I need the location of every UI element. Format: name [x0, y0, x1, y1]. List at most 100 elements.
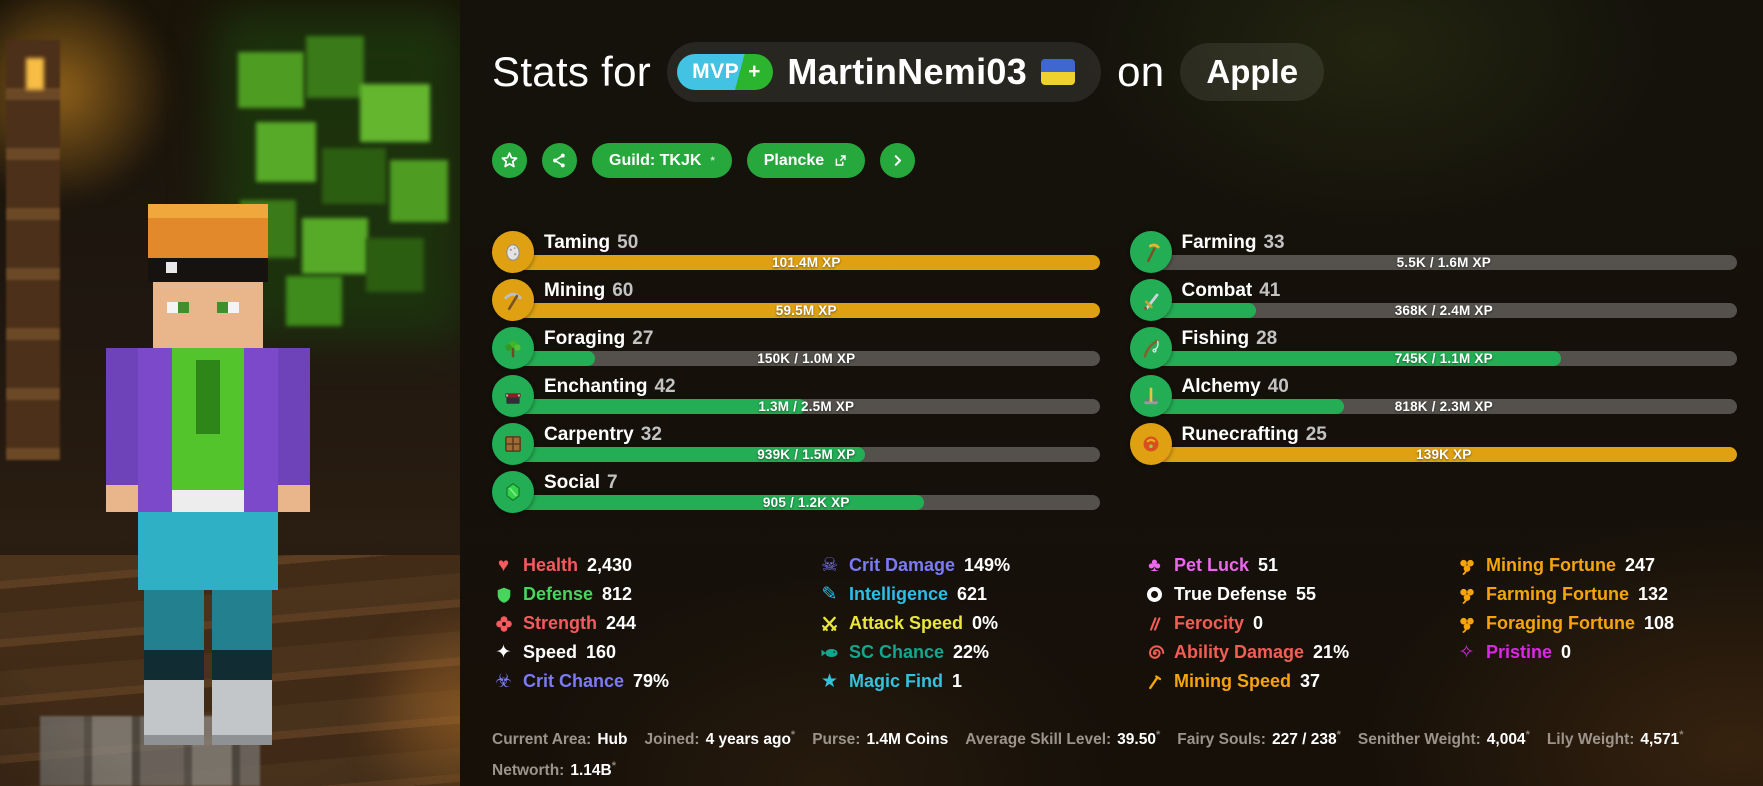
skill-xp-bar: 150K / 1.0M XP — [513, 351, 1100, 366]
stat-label: Health — [523, 555, 579, 575]
skill-row-social[interactable]: Social 7 905 / 1.2K XP — [492, 470, 1100, 513]
stat-label: Intelligence — [849, 584, 949, 604]
title-prefix: Stats for — [492, 48, 652, 95]
pet-luck-icon: ♣ — [1148, 555, 1161, 576]
skill-xp-bar: 939K / 1.5M XP — [513, 447, 1100, 462]
skill-row-farming[interactable]: Farming 33 5.5K / 1.6M XP — [1129, 230, 1737, 273]
guild-note: * — [710, 154, 715, 167]
stat-label: Defense — [523, 584, 594, 604]
footer-joined: Joined: 4 years ago* — [644, 729, 796, 749]
sc-chance-icon — [818, 643, 841, 663]
foraging-fortune-icon — [1455, 614, 1478, 634]
share-icon — [551, 152, 568, 169]
skill-row-combat[interactable]: Combat 41 368K / 2.4M XP — [1129, 278, 1737, 321]
guild-button[interactable]: Guild: TKJK * — [592, 143, 732, 178]
stat-label: SC Chance — [849, 642, 945, 662]
stat-value: 244 — [606, 613, 637, 633]
skill-name: Foraging — [544, 327, 626, 349]
stat-label: True Defense — [1174, 584, 1288, 604]
skill-xp-bar: 745K / 1.1M XP — [1150, 351, 1737, 366]
skill-name: Social — [544, 471, 600, 493]
skill-xp-text: 101.4M XP — [771, 255, 841, 270]
pristine-icon: ✧ — [1458, 642, 1475, 663]
crit-damage-icon: ☠ — [820, 555, 839, 576]
intelligence-icon: ✎ — [821, 584, 838, 605]
guild-button-label: Guild: TKJK — [609, 151, 702, 169]
action-buttons: Guild: TKJK * Plancke — [492, 143, 916, 178]
stat-value: 51 — [1258, 555, 1279, 575]
health-icon: ♥ — [497, 555, 510, 576]
skill-row-taming[interactable]: Taming 50 101.4M XP — [492, 230, 1100, 273]
rank-plus: + — [748, 60, 761, 83]
skill-name: Runecrafting — [1181, 423, 1299, 445]
enchanting-skill-icon — [492, 375, 534, 417]
stat-health: ♥ Health 2,430 — [492, 551, 818, 580]
stat-label: Ability Damage — [1174, 642, 1305, 662]
mining-speed-icon — [1143, 673, 1166, 691]
favorite-button[interactable] — [492, 143, 527, 178]
stat-sc-chance: SC Chance 22% — [818, 638, 1143, 667]
skill-xp-text: 905 / 1.2K XP — [762, 495, 850, 510]
speed-icon: ✦ — [495, 642, 512, 663]
stat-intelligence: ✎ Intelligence 621 — [818, 580, 1143, 609]
skill-row-mining[interactable]: Mining 60 59.5M XP — [492, 278, 1100, 321]
stat-mining-fortune: Mining Fortune 247 — [1455, 551, 1674, 580]
skill-xp-text: 150K / 1.0M XP — [757, 351, 856, 366]
mining-skill-icon — [492, 279, 534, 321]
stat-value: 37 — [1300, 671, 1321, 691]
stat-value: 79% — [633, 671, 670, 691]
stat-value: 160 — [586, 642, 617, 662]
skill-name: Taming — [544, 231, 611, 253]
share-button[interactable] — [542, 143, 577, 178]
skill-xp-text: 745K / 1.1M XP — [1394, 351, 1493, 366]
skill-xp-text: 5.5K / 1.6M XP — [1396, 255, 1491, 270]
footer-networth: Networth: 1.14B* — [492, 760, 616, 780]
skill-row-enchanting[interactable]: Enchanting 42 1.3M / 2.5M XP — [492, 374, 1100, 417]
skill-row-runecrafting[interactable]: Runecrafting 25 139K XP — [1129, 422, 1737, 465]
skill-row-fishing[interactable]: Fishing 28 745K / 1.1M XP — [1129, 326, 1737, 369]
skill-level: 50 — [617, 231, 639, 253]
ukraine-flag-icon — [1041, 59, 1076, 85]
skill-row-foraging[interactable]: Foraging 27 150K / 1.0M XP — [492, 326, 1100, 369]
page-title: Stats for MVP + MartinNemi03 on Apple — [492, 42, 1325, 102]
stat-label: Ferocity — [1174, 613, 1245, 633]
stats-panel: Stats for MVP + MartinNemi03 on Apple Gu… — [460, 0, 1763, 786]
stats-column-1: ♥ Health 2,430 Defense 812 Strength 244 ✦… — [492, 551, 818, 696]
stat-label: Foraging Fortune — [1486, 613, 1635, 633]
skill-name: Enchanting — [544, 375, 648, 397]
alchemy-skill-icon — [1129, 375, 1172, 417]
true-defense-icon — [1143, 587, 1166, 602]
footer-lily-weight: Lily Weight: 4,571* — [1546, 729, 1684, 749]
footer-current-area: Current Area: Hub — [492, 731, 628, 749]
skill-row-alchemy[interactable]: Alchemy 40 818K / 2.3M XP — [1129, 374, 1737, 417]
skill-xp-bar: 5.5K / 1.6M XP — [1150, 255, 1737, 270]
stat-crit-damage: ☠ Crit Damage 149% — [818, 551, 1143, 580]
skills-section: Taming 50 101.4M XP Mining 60 59.5M XP For… — [492, 230, 1737, 513]
stat-strength: Strength 244 — [492, 609, 818, 638]
skill-xp-bar: 1.3M / 2.5M XP — [513, 399, 1100, 414]
stat-speed: ✦ Speed 160 — [492, 638, 818, 667]
profile-name-pill[interactable]: Apple — [1180, 43, 1325, 101]
fishing-skill-icon — [1129, 327, 1172, 369]
stat-value: 1 — [952, 671, 963, 691]
runecrafting-skill-icon — [1129, 423, 1172, 465]
stat-pristine: ✧ Pristine 0 — [1455, 638, 1674, 667]
skill-xp-text: 939K / 1.5M XP — [757, 447, 856, 462]
skill-name: Mining — [544, 279, 606, 301]
mining-fortune-icon — [1455, 556, 1478, 576]
stat-true-defense: True Defense 55 — [1143, 580, 1455, 609]
skill-xp-bar: 59.5M XP — [513, 303, 1100, 318]
stat-label: Pet Luck — [1174, 555, 1250, 575]
skill-xp-text: 139K XP — [1416, 447, 1472, 462]
plancke-button[interactable]: Plancke — [746, 143, 866, 178]
stat-label: Crit Chance — [523, 671, 625, 691]
crit-chance-icon: ☣ — [494, 671, 513, 692]
skill-row-carpentry[interactable]: Carpentry 32 939K / 1.5M XP — [492, 422, 1100, 465]
stat-value: 812 — [602, 584, 633, 604]
next-button[interactable] — [880, 143, 916, 178]
stats-column-3: ♣ Pet Luck 51 True Defense 55 Ferocity 0 … — [1143, 551, 1455, 696]
stat-value: 149% — [964, 555, 1011, 575]
skill-level: 42 — [654, 375, 676, 397]
skill-xp-text: 368K / 2.4M XP — [1394, 303, 1493, 318]
foraging-skill-icon — [492, 327, 534, 369]
